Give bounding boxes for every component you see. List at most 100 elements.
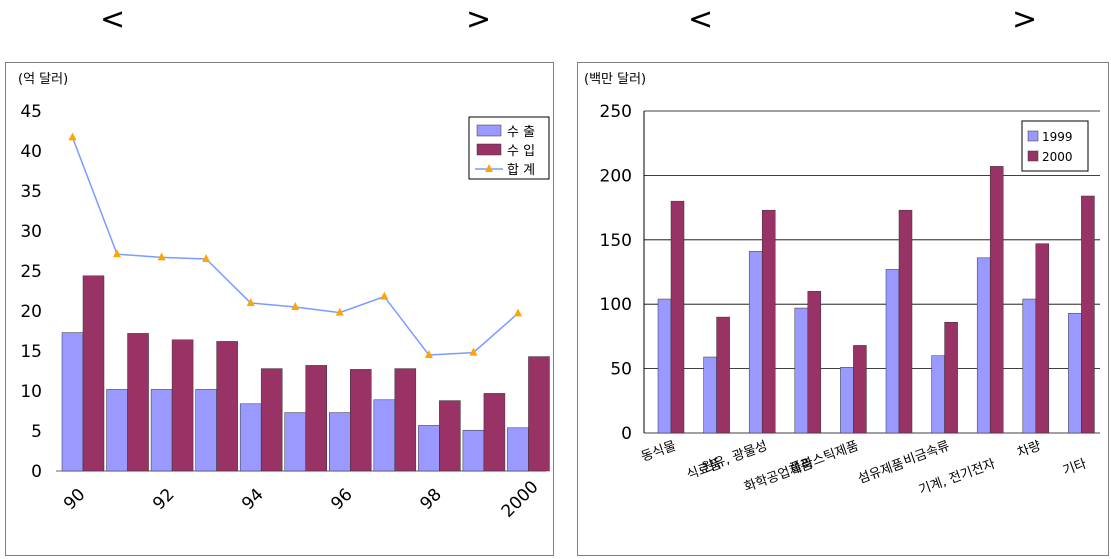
total-marker-96 — [335, 307, 344, 316]
y-tick-label: 200 — [600, 166, 632, 186]
legend-swatch — [476, 124, 502, 137]
total-marker-97 — [380, 291, 389, 300]
y-tick-label: 150 — [600, 231, 632, 251]
total-marker-91 — [113, 249, 122, 258]
x-category-label: 기타 — [1061, 457, 1089, 479]
bar-export-95 — [284, 412, 306, 472]
x-category-label: 기계, 전기전자 — [917, 457, 997, 498]
bar-import-92 — [171, 339, 194, 472]
total-marker-2000 — [513, 308, 522, 317]
x-category-label: 비금속류 — [902, 439, 952, 469]
total-marker-93 — [202, 254, 211, 262]
bar-1999-8 — [1022, 298, 1037, 434]
y-tick-label: 30 — [20, 222, 42, 242]
x-category-label: 원유, 광물성 — [700, 439, 769, 476]
bar-import-96 — [350, 369, 372, 472]
y-tick-label: 5 — [31, 422, 42, 442]
bar-1999-0 — [657, 298, 672, 434]
legend-swatch — [476, 143, 502, 156]
chart-left-svg: (억 달러) 0 5 10 15 20 25 30 35 40 45 90 92 94 96 98 2000 수… — [18, 72, 550, 522]
total-marker-90 — [68, 132, 77, 141]
x-tick-label: 98 — [416, 485, 445, 514]
header-close-bracket-2: > — [1012, 2, 1038, 37]
bar-1999-7 — [976, 257, 991, 434]
y-tick-label: 25 — [20, 262, 42, 282]
bar-export-94 — [239, 403, 262, 472]
legend-label: 2000 — [1042, 150, 1073, 164]
total-line — [71, 137, 519, 356]
chart-panel-left: (억 달러) 0 5 10 15 20 25 30 35 40 45 90 92 94 96 98 2000 수… — [5, 62, 554, 556]
bar-2000-4 — [853, 345, 867, 434]
bar-import-94 — [260, 368, 283, 472]
bar-export-97 — [373, 399, 396, 472]
bar-1999-4 — [840, 367, 854, 434]
header-close-bracket-1: > — [466, 2, 492, 37]
chart-panel-right: (백만 달러) 0 50 100 150 200 250 동식물 식료품 원유, 광물성 화학공업… — [577, 62, 1109, 556]
x-category-label: 플라스틱제품 — [788, 439, 861, 478]
x-tick-label: 92 — [149, 485, 178, 514]
legend-box — [1021, 120, 1089, 172]
header-open-bracket-1: < — [100, 2, 126, 37]
bar-2000-5 — [898, 209, 913, 434]
total-marker-92 — [157, 252, 166, 261]
y-tick-label: 15 — [20, 342, 42, 362]
bar-2000-6 — [944, 321, 958, 434]
x-category-label: 섬유제품 — [856, 457, 906, 487]
bar-1999-1 — [703, 356, 717, 434]
bar-export-98 — [418, 425, 440, 472]
legend-swatch — [1027, 130, 1039, 142]
y-tick-label: 0 — [621, 424, 632, 444]
bar-import-2000 — [528, 356, 550, 472]
bar-1999-5 — [885, 269, 900, 434]
x-tick-label: 2000 — [498, 477, 543, 522]
legend-label: 1999 — [1042, 130, 1073, 144]
legend-swatch-marker — [485, 164, 493, 172]
x-tick-label: 96 — [327, 485, 356, 514]
legend-label: 수 입 — [507, 144, 535, 159]
bar-2000-0 — [670, 200, 685, 434]
bar-export-96 — [329, 412, 351, 472]
x-tick-label: 90 — [60, 485, 89, 514]
y-tick-label: 20 — [20, 302, 42, 322]
bar-export-2000 — [507, 427, 529, 472]
y-tick-label: 100 — [600, 295, 632, 315]
bar-2000-2 — [761, 209, 776, 434]
bar-1999-3 — [794, 307, 809, 434]
y-tick-label: 35 — [20, 182, 42, 202]
x-category-label: 동식물 — [639, 439, 678, 465]
bar-2000-7 — [989, 166, 1004, 434]
bar-2000-3 — [807, 291, 822, 434]
bar-export-93 — [195, 389, 217, 472]
bar-import-91 — [127, 333, 149, 472]
bar-2000-9 — [1081, 195, 1095, 434]
bar-2000-8 — [1035, 243, 1050, 434]
total-marker-99 — [469, 347, 478, 356]
y-unit-label: (억 달러) — [18, 72, 68, 87]
x-category-label: 차량 — [1015, 439, 1043, 461]
y-unit-label: (백만 달러) — [584, 72, 646, 87]
legend-label: 수 출 — [507, 125, 535, 140]
y-tick-label: 10 — [20, 382, 42, 402]
y-tick-label: 0 — [31, 462, 42, 482]
bar-1999-9 — [1068, 312, 1082, 434]
bar-1999-6 — [931, 355, 945, 434]
x-tick-label: 94 — [238, 485, 267, 514]
bar-export-91 — [106, 389, 128, 472]
bar-export-90 — [61, 332, 84, 472]
bar-export-99 — [462, 429, 485, 472]
bar-import-97 — [394, 368, 417, 472]
bar-export-92 — [150, 389, 173, 472]
bar-import-90 — [82, 275, 105, 472]
y-tick-label: 250 — [600, 102, 632, 122]
total-marker-98 — [424, 350, 433, 358]
y-tick-label: 50 — [610, 360, 632, 380]
legend-label: 합 계 — [507, 163, 535, 178]
total-marker-94 — [246, 298, 255, 306]
bar-import-95 — [305, 365, 327, 472]
y-tick-label: 45 — [20, 102, 42, 122]
y-tick-label: 40 — [20, 142, 42, 162]
legend-swatch — [1027, 150, 1039, 162]
total-marker-95 — [291, 302, 300, 310]
header-open-bracket-2: < — [688, 2, 714, 37]
